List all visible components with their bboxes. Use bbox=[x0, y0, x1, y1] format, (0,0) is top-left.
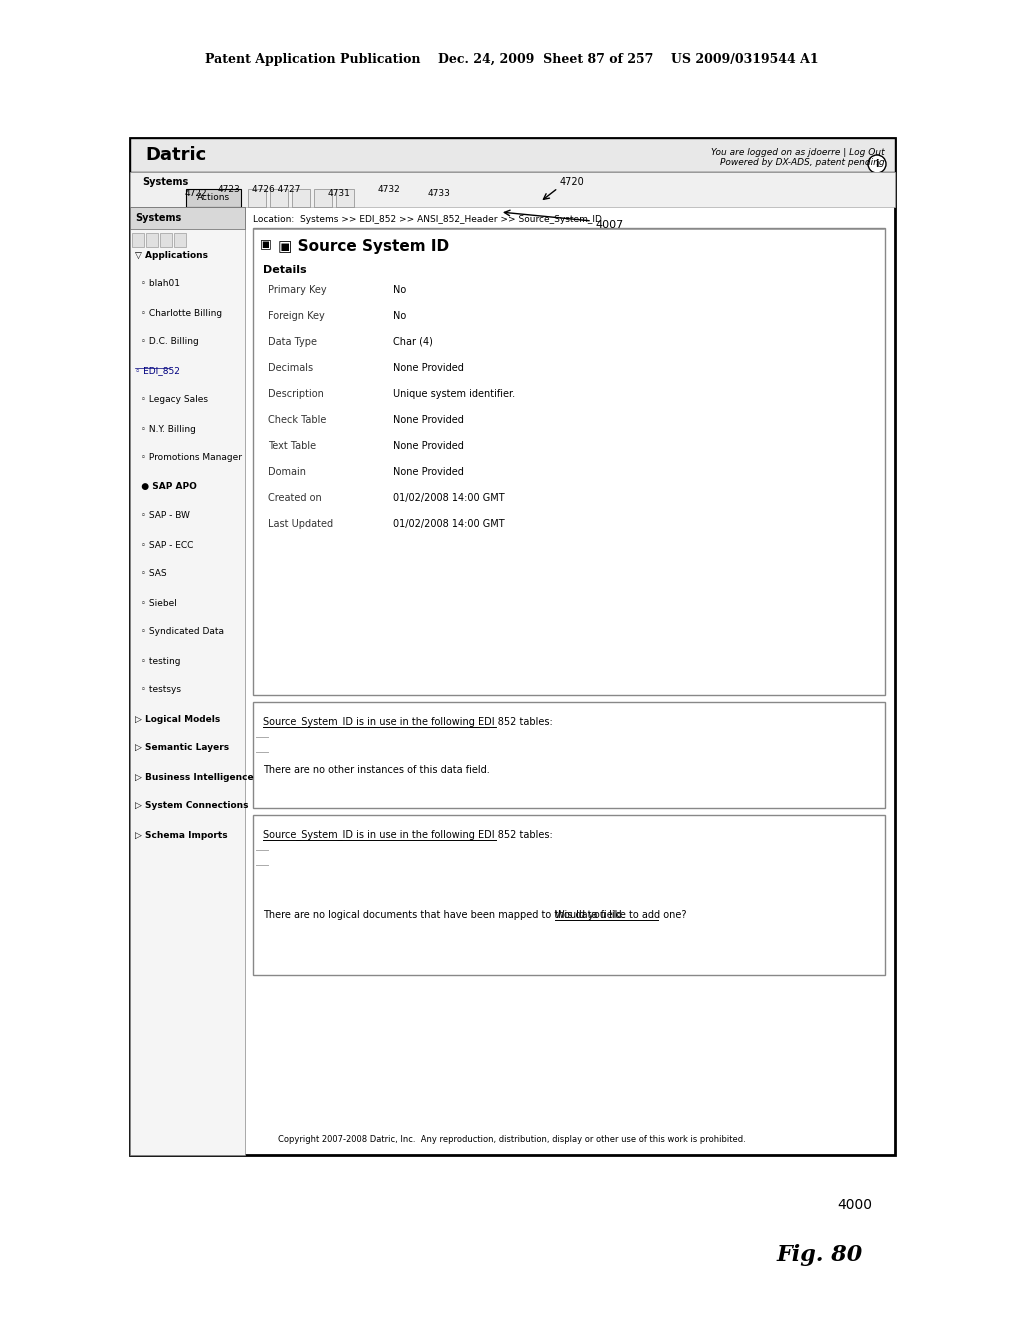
Text: ◦ Charlotte Billing: ◦ Charlotte Billing bbox=[135, 309, 222, 318]
Text: Created on: Created on bbox=[268, 492, 322, 503]
Text: Foreign Key: Foreign Key bbox=[268, 312, 325, 321]
Text: 4732: 4732 bbox=[378, 185, 400, 194]
Text: Actions: Actions bbox=[197, 194, 229, 202]
Text: ▣ Source System ID: ▣ Source System ID bbox=[278, 239, 450, 253]
Text: ◦ testing: ◦ testing bbox=[135, 656, 180, 665]
Bar bbox=[270, 189, 288, 207]
Text: Source_System_ID is in use in the following EDI 852 tables:: Source_System_ID is in use in the follow… bbox=[263, 829, 553, 841]
Text: 01/02/2008 14:00 GMT: 01/02/2008 14:00 GMT bbox=[393, 519, 505, 529]
Text: Primary Key: Primary Key bbox=[268, 285, 327, 294]
Text: 4726 4727: 4726 4727 bbox=[252, 185, 300, 194]
Text: You are logged on as jdoerre | Log Out
Powered by DX-ADS, patent pending: You are logged on as jdoerre | Log Out P… bbox=[712, 148, 885, 168]
Text: 4723: 4723 bbox=[218, 185, 241, 194]
Circle shape bbox=[868, 154, 886, 173]
Text: 01/02/2008 14:00 GMT: 01/02/2008 14:00 GMT bbox=[393, 492, 505, 503]
Text: Copyright 2007-2008 Datric, Inc.  Any reproduction, distribution, display or oth: Copyright 2007-2008 Datric, Inc. Any rep… bbox=[279, 1135, 745, 1144]
Text: ▷ Schema Imports: ▷ Schema Imports bbox=[135, 830, 227, 840]
Text: ◦ Syndicated Data: ◦ Syndicated Data bbox=[135, 627, 224, 636]
Text: ◦ Legacy Sales: ◦ Legacy Sales bbox=[135, 396, 208, 404]
Text: Text Table: Text Table bbox=[268, 441, 316, 451]
Bar bbox=[130, 139, 895, 1155]
Text: ▷ System Connections: ▷ System Connections bbox=[135, 801, 249, 810]
Text: ◦ SAP - ECC: ◦ SAP - ECC bbox=[135, 540, 194, 549]
Text: None Provided: None Provided bbox=[393, 441, 464, 451]
Text: Systems: Systems bbox=[142, 177, 188, 187]
Text: Location:  Systems >> EDI_852 >> ANSI_852_Header >> Source_System_ID: Location: Systems >> EDI_852 >> ANSI_852… bbox=[253, 214, 602, 223]
Text: ● SAP APO: ● SAP APO bbox=[135, 483, 197, 491]
Text: Details: Details bbox=[263, 265, 306, 275]
Bar bbox=[174, 234, 186, 247]
Text: There are no logical documents that have been mapped to this data field.: There are no logical documents that have… bbox=[263, 909, 631, 920]
Bar bbox=[146, 234, 158, 247]
Text: 4733: 4733 bbox=[428, 190, 451, 198]
Text: 4007: 4007 bbox=[595, 220, 624, 230]
Text: Datric: Datric bbox=[145, 147, 206, 164]
Text: ◦ Siebel: ◦ Siebel bbox=[135, 598, 177, 607]
Text: Unique system identifier.: Unique system identifier. bbox=[393, 389, 515, 399]
Bar bbox=[248, 189, 266, 207]
Text: ▷ Semantic Layers: ▷ Semantic Layers bbox=[135, 743, 229, 752]
Bar bbox=[160, 234, 172, 247]
Text: ◦ N.Y. Billing: ◦ N.Y. Billing bbox=[135, 425, 196, 433]
Text: No: No bbox=[393, 285, 407, 294]
Text: ◦ SAP - BW: ◦ SAP - BW bbox=[135, 511, 189, 520]
Bar bbox=[253, 814, 885, 975]
Bar bbox=[130, 207, 245, 228]
Text: None Provided: None Provided bbox=[393, 414, 464, 425]
Bar bbox=[130, 139, 895, 172]
Text: Check Table: Check Table bbox=[268, 414, 327, 425]
Text: i: i bbox=[876, 158, 879, 169]
Bar bbox=[130, 172, 895, 207]
Bar bbox=[253, 702, 885, 808]
Text: Fig. 80: Fig. 80 bbox=[777, 1243, 863, 1266]
Bar bbox=[253, 228, 885, 696]
Text: ◦ SAS: ◦ SAS bbox=[135, 569, 167, 578]
Text: Source_System_ID is in use in the following EDI 852 tables:: Source_System_ID is in use in the follow… bbox=[263, 717, 553, 727]
Bar bbox=[186, 189, 241, 207]
Text: ▣: ▣ bbox=[260, 238, 271, 251]
Text: Data Type: Data Type bbox=[268, 337, 317, 347]
Text: 4722: 4722 bbox=[185, 190, 208, 198]
Text: Decimals: Decimals bbox=[268, 363, 313, 374]
Text: ◦ Promotions Manager: ◦ Promotions Manager bbox=[135, 454, 242, 462]
Text: Last Updated: Last Updated bbox=[268, 519, 333, 529]
Text: ▷ Logical Models: ▷ Logical Models bbox=[135, 714, 220, 723]
Text: Domain: Domain bbox=[268, 467, 306, 477]
Text: 4720: 4720 bbox=[560, 177, 585, 187]
Bar bbox=[336, 189, 354, 207]
Text: Systems: Systems bbox=[135, 213, 181, 223]
Text: ◦ D.C. Billing: ◦ D.C. Billing bbox=[135, 338, 199, 346]
Text: There are no other instances of this data field.: There are no other instances of this dat… bbox=[263, 766, 489, 775]
Text: 4000: 4000 bbox=[838, 1199, 872, 1212]
Text: Would you like to add one?: Would you like to add one? bbox=[555, 909, 687, 920]
Text: ◦ testsys: ◦ testsys bbox=[135, 685, 181, 694]
Text: None Provided: None Provided bbox=[393, 363, 464, 374]
Text: None Provided: None Provided bbox=[393, 467, 464, 477]
Text: ◦ blah01: ◦ blah01 bbox=[135, 280, 180, 289]
Bar bbox=[132, 234, 144, 247]
Text: 4731: 4731 bbox=[328, 190, 351, 198]
Bar bbox=[292, 189, 310, 207]
Text: Description: Description bbox=[268, 389, 324, 399]
Text: ▽ Applications: ▽ Applications bbox=[135, 251, 208, 260]
Text: Patent Application Publication    Dec. 24, 2009  Sheet 87 of 257    US 2009/0319: Patent Application Publication Dec. 24, … bbox=[205, 54, 819, 66]
Text: ◦ EDI_852: ◦ EDI_852 bbox=[135, 367, 180, 375]
Text: ▷ Business Intelligence: ▷ Business Intelligence bbox=[135, 772, 254, 781]
Bar bbox=[130, 207, 245, 1155]
Bar bbox=[314, 189, 332, 207]
Text: Char (4): Char (4) bbox=[393, 337, 433, 347]
Text: No: No bbox=[393, 312, 407, 321]
